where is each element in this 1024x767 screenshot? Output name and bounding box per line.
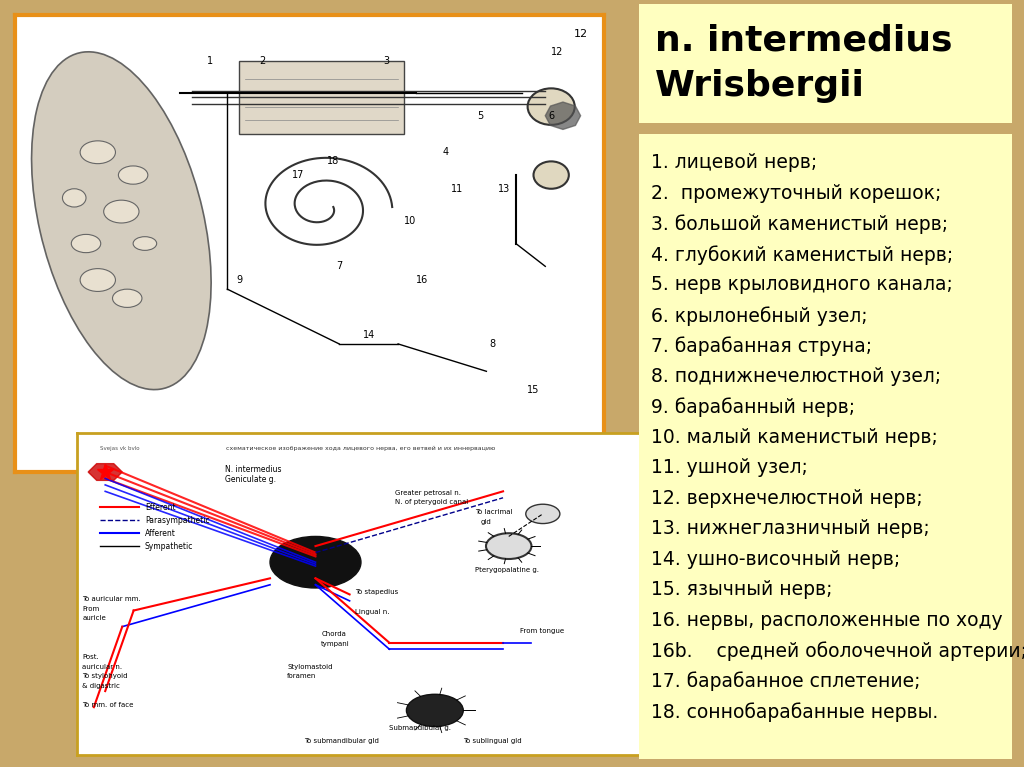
Ellipse shape [72,235,100,252]
Text: 6: 6 [548,110,554,120]
Text: 10. малый каменистый нерв;: 10. малый каменистый нерв; [650,428,938,447]
Text: To submandibular gld: To submandibular gld [304,738,379,744]
Text: To lacrimal: To lacrimal [475,509,512,515]
Text: 4. глубокий каменистый нерв;: 4. глубокий каменистый нерв; [650,245,953,265]
Text: Parasympathetic: Parasympathetic [145,516,210,525]
Ellipse shape [113,289,142,308]
Text: 14. ушно-височный нерв;: 14. ушно-височный нерв; [650,550,900,569]
Text: Lingual n.: Lingual n. [355,609,390,615]
Ellipse shape [103,200,139,223]
Ellipse shape [80,268,116,291]
Text: 7. барабанная струна;: 7. барабанная струна; [650,337,871,356]
Text: Post.: Post. [83,653,99,660]
Text: To stapedius: To stapedius [355,589,398,595]
Text: Stylomastoid: Stylomastoid [287,663,333,670]
Ellipse shape [119,166,147,184]
Text: 16b.    средней оболочечной артерии;: 16b. средней оболочечной артерии; [650,641,1024,661]
Text: To stylohyoid: To stylohyoid [83,673,128,680]
Text: Geniculate g.: Geniculate g. [224,475,275,484]
Text: To sublingual gld: To sublingual gld [463,738,522,744]
Text: Sympathetic: Sympathetic [145,542,194,551]
Text: Chorda: Chorda [322,631,346,637]
Ellipse shape [62,189,86,207]
Text: 5. нерв крыловидного канала;: 5. нерв крыловидного канала; [650,275,952,295]
Text: 12. верхнечелюстной нерв;: 12. верхнечелюстной нерв; [650,489,923,508]
Text: 1: 1 [207,56,213,66]
Text: Submandibular g.: Submandibular g. [389,725,452,731]
Text: 5: 5 [477,110,483,120]
Polygon shape [88,463,122,480]
Circle shape [486,533,531,559]
Text: 13. нижнеглазничный нерв;: 13. нижнеглазничный нерв; [650,519,930,538]
Text: Efferent: Efferent [145,503,176,512]
Circle shape [407,694,463,726]
Text: 11. ушной узел;: 11. ушной узел; [650,459,808,477]
Text: 8. поднижнечелюстной узел;: 8. поднижнечелюстной узел; [650,367,941,386]
Text: auricle: auricle [83,615,106,621]
Text: Greater petrosal n.: Greater petrosal n. [395,489,461,495]
Text: схематическое изображение хода лицевого нерва, его ветвей и их иннервацию: схематическое изображение хода лицевого … [226,446,496,452]
Text: gld: gld [480,518,492,525]
Text: tympani: tympani [322,641,350,647]
Text: To auricular mm.: To auricular mm. [83,596,141,602]
Circle shape [527,88,574,125]
Text: foramen: foramen [287,673,316,680]
Text: N. intermedius: N. intermedius [224,465,281,474]
Text: auricular n.: auricular n. [83,663,123,670]
Text: 16: 16 [416,275,428,285]
Text: 15: 15 [527,384,540,394]
Polygon shape [545,102,581,130]
Text: 10: 10 [403,216,416,225]
Text: 18. соннобарабанные нервы.: 18. соннобарабанные нервы. [650,703,938,722]
Text: 2: 2 [259,56,266,66]
Text: N. of pterygoid canal: N. of pterygoid canal [395,499,468,505]
Text: 12: 12 [573,28,588,38]
Text: 11: 11 [451,184,463,194]
Text: 18: 18 [328,156,339,166]
Circle shape [534,161,569,189]
Text: Wrisbergii: Wrisbergii [654,69,864,103]
Text: 16. нервы, расположенные по ходу: 16. нервы, расположенные по ходу [650,611,1002,630]
Text: 17: 17 [292,170,304,180]
Text: Afferent: Afferent [145,528,176,538]
Text: 6. крылонебный узел;: 6. крылонебный узел; [650,306,867,325]
Text: To mm. of face: To mm. of face [83,702,134,708]
Text: 9: 9 [237,275,242,285]
Bar [639,4,1012,123]
Circle shape [270,536,360,588]
Text: 12: 12 [551,47,563,57]
Text: 3: 3 [383,56,389,66]
Ellipse shape [133,237,157,250]
Ellipse shape [32,52,211,390]
Text: & digastric: & digastric [83,683,121,689]
Text: Pterygopalatine g.: Pterygopalatine g. [475,567,539,573]
Bar [239,61,403,134]
Text: 3. большой каменистый нерв;: 3. большой каменистый нерв; [650,215,948,234]
Text: 15. язычный нерв;: 15. язычный нерв; [650,581,833,599]
Bar [639,134,1012,759]
Text: Svejas vk bvlo: Svejas vk bvlo [99,446,139,451]
Text: 8: 8 [489,339,496,349]
Ellipse shape [80,141,116,163]
Text: 13: 13 [498,184,510,194]
Text: From: From [83,605,99,611]
Text: 4: 4 [442,147,449,157]
Text: From tongue: From tongue [520,628,564,634]
Circle shape [525,504,560,524]
Text: 1. лицевой нерв;: 1. лицевой нерв; [650,153,817,173]
Text: 9. барабанный нерв;: 9. барабанный нерв; [650,397,855,417]
Text: n. intermedius: n. intermedius [654,23,952,57]
Text: 14: 14 [362,330,375,340]
Text: 7: 7 [336,262,342,272]
Text: 2.  промежуточный корешок;: 2. промежуточный корешок; [650,184,941,203]
Text: 17. барабанное сплетение;: 17. барабанное сплетение; [650,672,921,692]
